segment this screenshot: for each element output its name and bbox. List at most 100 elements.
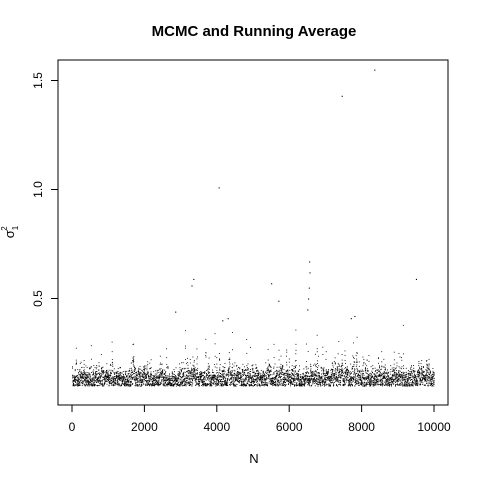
data-point: [82, 376, 84, 378]
data-point: [280, 377, 281, 378]
data-point: [244, 372, 246, 374]
data-point: [125, 383, 127, 385]
data-point: [126, 381, 128, 383]
data-point: [119, 374, 121, 376]
data-point: [159, 383, 161, 385]
data-point: [244, 374, 246, 376]
data-point: [267, 369, 269, 371]
data-point: [279, 383, 281, 385]
data-point: [85, 378, 87, 380]
data-point: [380, 371, 382, 373]
data-point: [219, 375, 221, 376]
data-point: [235, 365, 237, 367]
data-point: [102, 383, 104, 385]
data-point: [351, 367, 353, 369]
data-point: [74, 377, 76, 378]
data-point: [315, 366, 317, 368]
data-point: [265, 384, 267, 386]
data-point: [421, 377, 423, 379]
data-point: [384, 373, 386, 375]
data-point: [106, 375, 108, 377]
data-point: [141, 382, 143, 384]
data-point: [131, 375, 132, 377]
data-point: [251, 382, 253, 384]
data-point: [405, 385, 407, 387]
data-point: [411, 382, 413, 384]
data-point: [424, 376, 426, 377]
data-point: [305, 377, 307, 379]
data-point: [399, 373, 401, 375]
data-point: [146, 382, 148, 384]
data-point: [72, 385, 74, 387]
data-point: [237, 379, 239, 381]
data-point: [349, 385, 351, 387]
data-point: [427, 385, 429, 387]
data-point: [348, 380, 350, 382]
data-point: [401, 357, 403, 359]
data-point: [376, 369, 378, 371]
data-point: [382, 376, 384, 378]
data-point: [210, 374, 212, 376]
data-point: [406, 381, 408, 383]
data-point: [223, 367, 225, 369]
data-point: [165, 382, 166, 384]
data-point: [212, 377, 214, 379]
data-point: [265, 375, 266, 377]
data-point: [227, 374, 228, 376]
data-point: [339, 384, 341, 385]
data-point: [232, 363, 234, 365]
data-point: [117, 375, 119, 377]
data-point: [82, 383, 84, 385]
data-point: [388, 375, 390, 377]
data-point: [359, 371, 361, 373]
data-point: [428, 373, 430, 375]
data-point: [378, 376, 380, 377]
data-point: [159, 355, 161, 357]
data-point: [334, 377, 335, 379]
data-point: [142, 379, 143, 381]
data-point: [245, 384, 247, 386]
data-point: [320, 378, 322, 380]
data-point: [295, 374, 297, 376]
data-point: [171, 382, 172, 384]
data-point: [349, 379, 351, 381]
data-point: [316, 383, 318, 385]
data-point: [209, 378, 211, 380]
data-point: [238, 378, 240, 379]
data-point: [277, 383, 279, 385]
data-point: [244, 385, 246, 387]
data-point: [356, 360, 358, 362]
data-point: [322, 367, 324, 369]
data-point: [400, 375, 402, 377]
data-point: [203, 379, 205, 381]
data-point: [184, 345, 186, 347]
data-point: [237, 375, 239, 377]
data-point: [364, 381, 365, 383]
data-point: [295, 365, 297, 366]
data-point: [139, 374, 141, 376]
data-point: [74, 385, 75, 387]
data-point: [421, 373, 423, 375]
data-point: [187, 372, 189, 374]
data-point: [80, 377, 81, 379]
data-point: [214, 333, 216, 335]
data-point: [342, 372, 344, 373]
data-point: [310, 377, 312, 379]
data-point: [315, 379, 317, 381]
data-point: [254, 381, 255, 383]
data-point: [234, 378, 236, 380]
data-point: [408, 378, 410, 380]
data-point: [381, 383, 383, 384]
data-point: [139, 372, 140, 374]
data-point: [342, 369, 344, 371]
data-point: [385, 384, 387, 386]
data-point: [81, 385, 83, 386]
data-point: [115, 372, 117, 374]
data-point: [149, 381, 151, 383]
data-point: [90, 378, 92, 380]
data-point: [276, 372, 278, 374]
data-point: [254, 374, 256, 376]
data-point: [260, 372, 262, 374]
data-point: [403, 378, 405, 380]
data-point: [81, 379, 83, 381]
